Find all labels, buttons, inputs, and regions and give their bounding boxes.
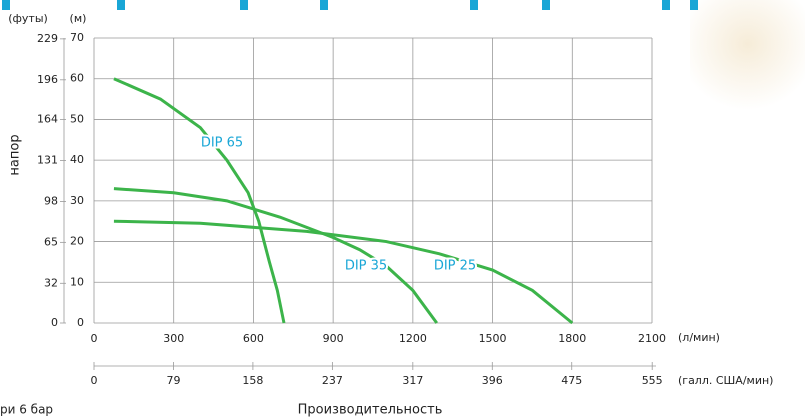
x-tick-label: 300 xyxy=(163,332,184,345)
x2-tick-label: 237 xyxy=(322,374,343,387)
y2-tick-label: 131 xyxy=(37,153,58,166)
x-unit: (л/мин) xyxy=(678,331,720,344)
y2-tick-label: 196 xyxy=(37,73,58,86)
y2-tick-label: 0 xyxy=(51,316,58,329)
series-line xyxy=(113,77,286,324)
y-tick-label: 50 xyxy=(70,112,84,125)
x2-tick-label: 79 xyxy=(166,374,180,387)
x-tick-label: 2100 xyxy=(638,332,666,345)
x-tick-label: 1800 xyxy=(558,332,586,345)
series-line xyxy=(113,187,438,324)
y-axis-title: напор xyxy=(8,134,23,175)
series-label: DIP 65 xyxy=(201,136,243,151)
y-tick-label: 10 xyxy=(70,275,84,288)
series-line xyxy=(113,219,574,325)
y-tick-label: 20 xyxy=(70,235,84,248)
x2-tick-label: 0 xyxy=(91,374,98,387)
x2-tick-label: 396 xyxy=(482,374,503,387)
x2-tick-label: 555 xyxy=(642,374,663,387)
y2-unit: (футы) xyxy=(8,12,48,25)
y-unit: (м) xyxy=(70,12,87,25)
decor-bars xyxy=(2,0,698,10)
x-axis-title: Производительность xyxy=(298,403,443,418)
x-tick-label: 900 xyxy=(323,332,344,345)
background-image xyxy=(690,0,805,110)
x-tick-label: 1500 xyxy=(479,332,507,345)
y-tick-label: 30 xyxy=(70,194,84,207)
series-label: DIP 35 xyxy=(345,259,387,274)
y-tick-label: 70 xyxy=(70,31,84,44)
y2-tick-label: 98 xyxy=(44,194,58,207)
x2-tick-label: 475 xyxy=(561,374,582,387)
y2-tick-label: 65 xyxy=(44,235,58,248)
series-label: DIP 25 xyxy=(434,259,476,274)
x-tick-label: 1200 xyxy=(399,332,427,345)
footnote: ри 6 бар xyxy=(0,403,53,417)
y2-tick-label: 164 xyxy=(37,113,58,126)
y-tick-label: 0 xyxy=(77,316,84,329)
y2-tick-label: 229 xyxy=(37,32,58,45)
x-tick-label: 0 xyxy=(91,332,98,345)
y2-tick-label: 32 xyxy=(44,276,58,289)
y-tick-label: 60 xyxy=(70,72,84,85)
x2-unit: (галл. США/мин) xyxy=(678,374,773,387)
x2-tick-label: 158 xyxy=(242,374,263,387)
x-tick-label: 600 xyxy=(243,332,264,345)
y-tick-label: 40 xyxy=(70,153,84,166)
x2-tick-label: 317 xyxy=(402,374,423,387)
